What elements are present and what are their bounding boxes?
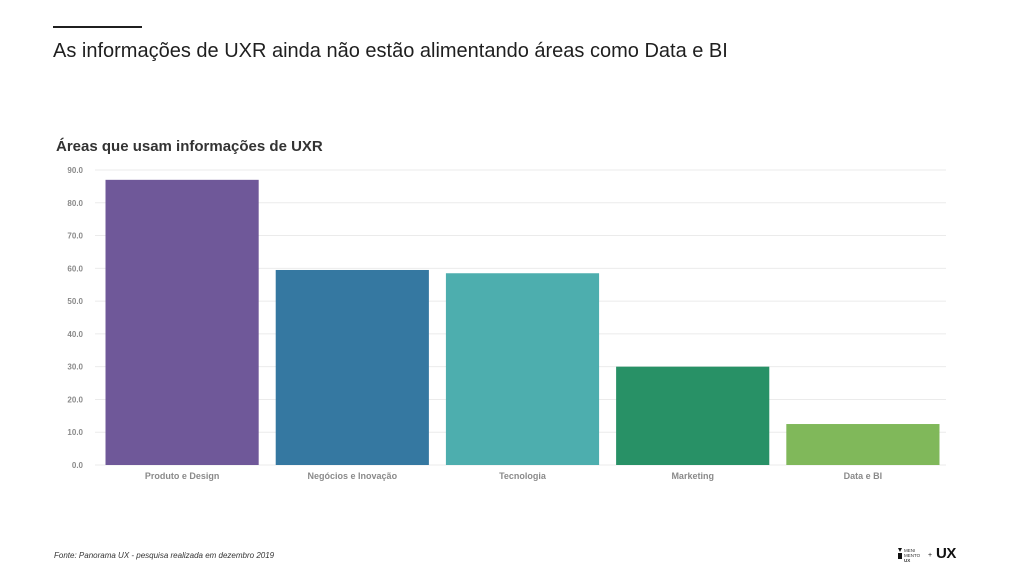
logo-text-line: MENI [904, 548, 916, 553]
y-tick-label: 10.0 [67, 428, 83, 437]
y-tick-label: 80.0 [67, 199, 83, 208]
y-tick-label: 50.0 [67, 297, 83, 306]
chart-title: Áreas que usam informações de UXR [56, 138, 323, 155]
logo-brand-text: UX [936, 545, 956, 562]
logo-text-line: UX [904, 558, 911, 563]
y-tick-label: 0.0 [72, 461, 84, 470]
y-tick-label: 20.0 [67, 395, 83, 404]
x-category-label: Marketing [671, 471, 714, 481]
y-tick-label: 40.0 [67, 330, 83, 339]
title-rule [53, 26, 142, 28]
page-title: As informações de UXR ainda não estão al… [53, 40, 728, 62]
source-footnote: Fonte: Panorama UX - pesquisa realizada … [54, 551, 275, 560]
bar [616, 366, 770, 465]
x-category-label: Produto e Design [145, 471, 220, 481]
logo-plus: + [928, 552, 932, 559]
y-tick-label: 70.0 [67, 232, 83, 241]
logo-emblem-icon: + [898, 548, 932, 559]
y-tick-label: 90.0 [67, 166, 83, 175]
bar [445, 273, 600, 465]
x-category-label: Data e BI [844, 471, 883, 481]
bar [786, 424, 940, 465]
logo-text-line: MENTO [904, 553, 921, 558]
bar [275, 269, 429, 465]
x-category-label: Tecnologia [499, 471, 547, 481]
bar [105, 179, 259, 466]
y-tick-label: 60.0 [67, 264, 83, 273]
x-category-label: Negócios e Inovação [308, 471, 398, 481]
y-tick-label: 30.0 [67, 363, 83, 372]
